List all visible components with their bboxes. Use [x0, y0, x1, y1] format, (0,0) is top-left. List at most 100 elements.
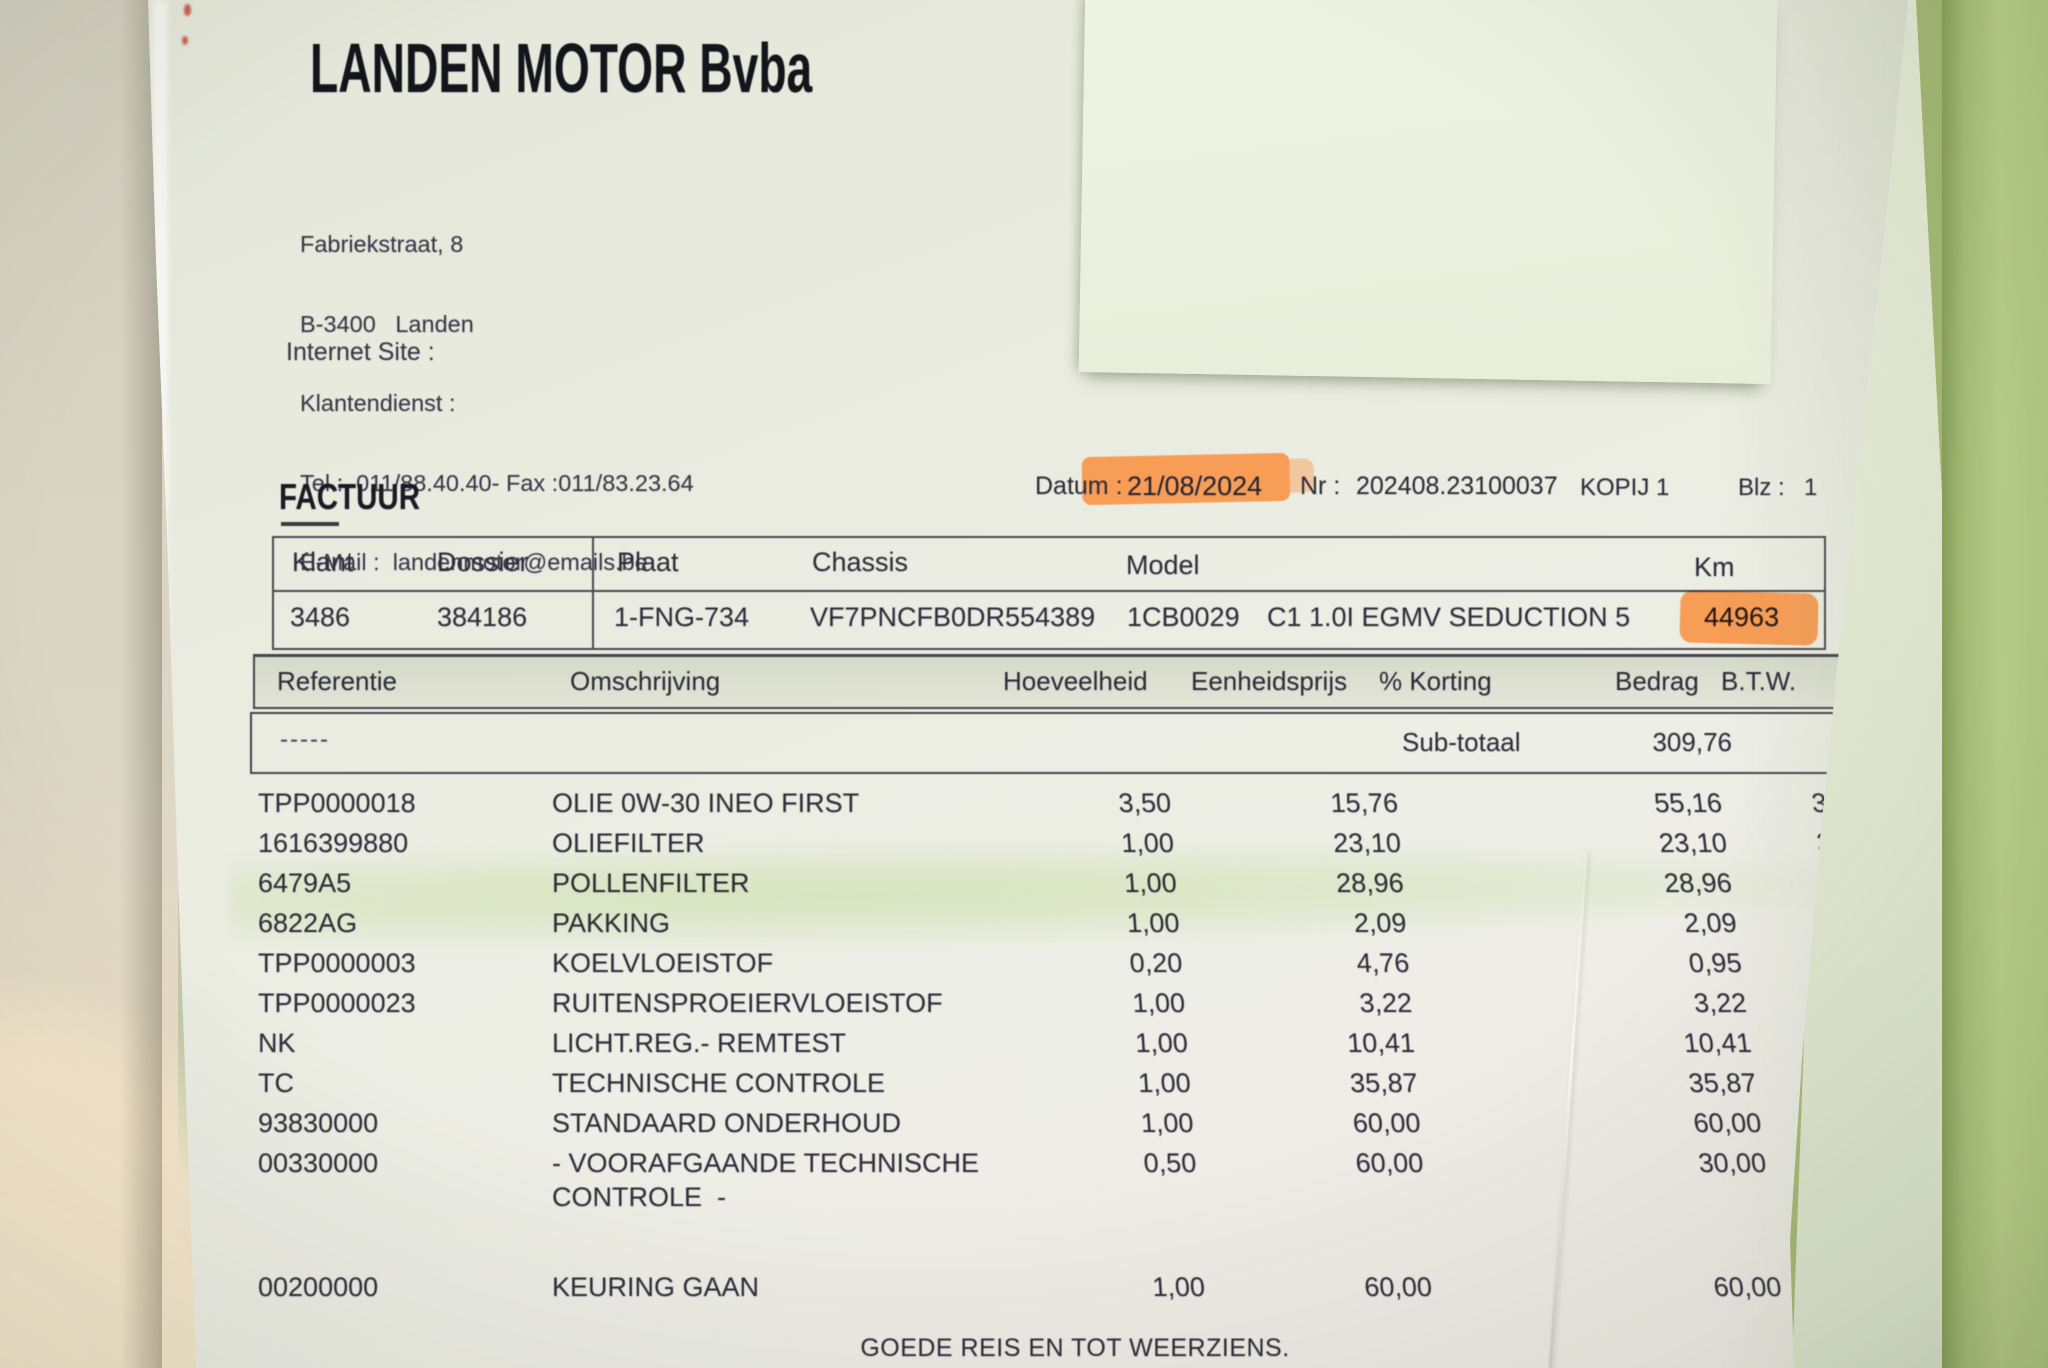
item-desc-line2: CONTROLE - [552, 1182, 727, 1212]
item-unit-price: 3,22 [1358, 988, 1414, 1018]
items-column-desc: OLIE 0W-30 INEO FIRST OLIEFILTER POLLENF… [552, 788, 1072, 1368]
item-qty: 1,00 [1137, 1068, 1192, 1098]
item-unit-price: 23,10 [1332, 828, 1402, 858]
vehicle-table: Klant Dossier Plaat Chassis Model Km 348… [272, 536, 1826, 650]
item-ref: TC [258, 1068, 294, 1098]
item-qty: 1,00 [1134, 1028, 1189, 1058]
kopij-label: KOPIJ 1 [1580, 474, 1670, 501]
attached-note-paper [1078, 0, 1778, 385]
vehicle-model-name: C1 1.0I EGMV SEDUCTION 5 [1267, 602, 1631, 632]
items-header-eenheidsprijs: Eenheidsprijs [1191, 666, 1348, 696]
item-qty: 1,00 [1131, 988, 1187, 1018]
item-desc: RUITENSPROEIERVLOEISTOF [552, 988, 943, 1018]
company-name: LANDEN MOTOR Bvba [310, 29, 813, 107]
item-desc: OLIE 0W-30 INEO FIRST [552, 788, 860, 818]
item-ref: 1616399880 [258, 828, 409, 858]
subtotal-box: ----- Sub-totaal 309,76 [250, 712, 1848, 774]
vehicle-plaat-value: 1-FNG-734 [614, 602, 750, 632]
item-desc: - VOORAFGAANDE TECHNISCHE [552, 1148, 980, 1178]
items-header-bar: Referentie Omschrijving Hoeveelheid Eenh… [253, 654, 1841, 709]
item-ref: TPP0000003 [258, 948, 416, 978]
item-qty: 0,50 [1142, 1148, 1198, 1178]
item-desc: POLLENFILTER [552, 868, 750, 898]
vehicle-chassis-value: VF7PNCFB0DR554389 [810, 602, 1096, 632]
vehicle-header-km: Km [1694, 552, 1735, 582]
item-desc: LICHT.REG.- REMTEST [552, 1028, 847, 1058]
item-qty: 1,00 [1151, 1272, 1206, 1302]
subtotal-label: Sub-totaal [1402, 727, 1521, 757]
item-ref: TPP0000023 [258, 988, 416, 1018]
item-qty: 1,00 [1123, 868, 1178, 898]
item-amount: 10,41 [1681, 1028, 1754, 1058]
items-column-unitprice: 15,76 23,10 28,96 2,09 4,76 3,22 10,41 3… [1250, 788, 1440, 1368]
item-unit-price: 2,09 [1352, 908, 1408, 938]
item-qty: 3,50 [1117, 788, 1173, 818]
item-desc: OLIEFILTER [552, 828, 705, 858]
item-amount: 3,22 [1691, 988, 1749, 1018]
item-ref: 6479A5 [258, 868, 352, 898]
vehicle-klant-value: 3486 [290, 602, 351, 632]
vehicle-model-code: 1CB0029 [1127, 602, 1240, 632]
item-amount: 28,96 [1662, 868, 1734, 898]
paper-left-shadow [120, 0, 162, 1368]
items-column-ref: TPP0000018 1616399880 6479A5 6822AG TPP0… [258, 788, 538, 1368]
vehicle-dossier-value: 384186 [437, 602, 528, 632]
invoice-number-value: 202408.23100037 [1356, 472, 1558, 500]
item-amount: 60,00 [1711, 1272, 1784, 1302]
item-unit-price: 60,00 [1363, 1272, 1433, 1302]
item-unit-price: 15,76 [1329, 788, 1400, 818]
item-desc: PAKKING [552, 908, 671, 938]
items-grid: TPP0000018 1616399880 6479A5 6822AG TPP0… [148, 788, 1908, 1368]
item-ref: 00330000 [258, 1148, 379, 1178]
item-amount: 2,09 [1682, 908, 1739, 938]
item-qty: 1,00 [1125, 908, 1181, 938]
address-line: B-3400 Landen [300, 310, 474, 337]
vehicle-header-model: Model [1126, 550, 1200, 580]
blz-label: Blz : [1738, 474, 1785, 501]
item-unit-price: 35,87 [1349, 1068, 1419, 1098]
item-unit-price: 4,76 [1355, 948, 1411, 978]
item-ref: NK [258, 1028, 296, 1058]
vehicle-table-header-rule [274, 590, 1824, 592]
item-ref: 93830000 [258, 1108, 379, 1138]
items-header-btw: B.T.W. [1721, 666, 1797, 696]
address-line: Klantendienst : [300, 390, 456, 416]
item-amount: 30,00 [1696, 1148, 1768, 1178]
footer-message: GOEDE REIS EN TOT WEERZIENS. [860, 1334, 1290, 1362]
vehicle-header-chassis: Chassis [812, 547, 909, 577]
item-ref: 6822AG [258, 908, 358, 938]
green-backdrop-strip [1942, 0, 2048, 1368]
vehicle-header-klant: Klant [292, 547, 354, 577]
red-speck [184, 4, 191, 16]
vehicle-table-divider [592, 538, 594, 648]
item-unit-price: 60,00 [1354, 1148, 1425, 1178]
subtotal-dashes: ----- [280, 726, 330, 753]
items-header-korting: % Korting [1379, 666, 1492, 696]
items-header-bedrag: Bedrag [1615, 666, 1699, 696]
company-address-block: Fabriekstraat, 8 B-3400 Landen Klantendi… [300, 178, 694, 629]
datum-label: Datum : [1035, 472, 1123, 500]
subtotal-value: 309,76 [1652, 727, 1732, 757]
item-btw: 3 [1809, 788, 1829, 818]
item-ref: 00200000 [258, 1272, 379, 1302]
internet-site-label: Internet Site : [286, 338, 435, 366]
item-desc: STANDAARD ONDERHOUD [552, 1108, 902, 1138]
item-unit-price: 28,96 [1335, 868, 1405, 898]
datum-value: 21/08/2024 [1127, 471, 1263, 501]
item-desc: KOELVLOEISTOF [552, 948, 774, 978]
vehicle-header-plaat: Plaat [617, 547, 679, 577]
item-qty: 0,20 [1128, 948, 1184, 978]
invoice-title: FACTUUR [279, 476, 421, 517]
item-desc: TECHNISCHE CONTROLE [552, 1068, 886, 1098]
item-qty: 1,00 [1139, 1108, 1195, 1138]
red-speck [182, 36, 188, 45]
address-line: Fabriekstraat, 8 [300, 231, 464, 257]
item-amount: 35,87 [1686, 1068, 1759, 1098]
item-unit-price: 10,41 [1346, 1028, 1416, 1058]
items-header-omschrijving: Omschrijving [570, 666, 721, 696]
blz-value: 1 [1804, 474, 1818, 501]
items-header-referentie: Referentie [277, 666, 397, 696]
items-header-hoeveelheid: Hoeveelheid [1003, 666, 1148, 696]
